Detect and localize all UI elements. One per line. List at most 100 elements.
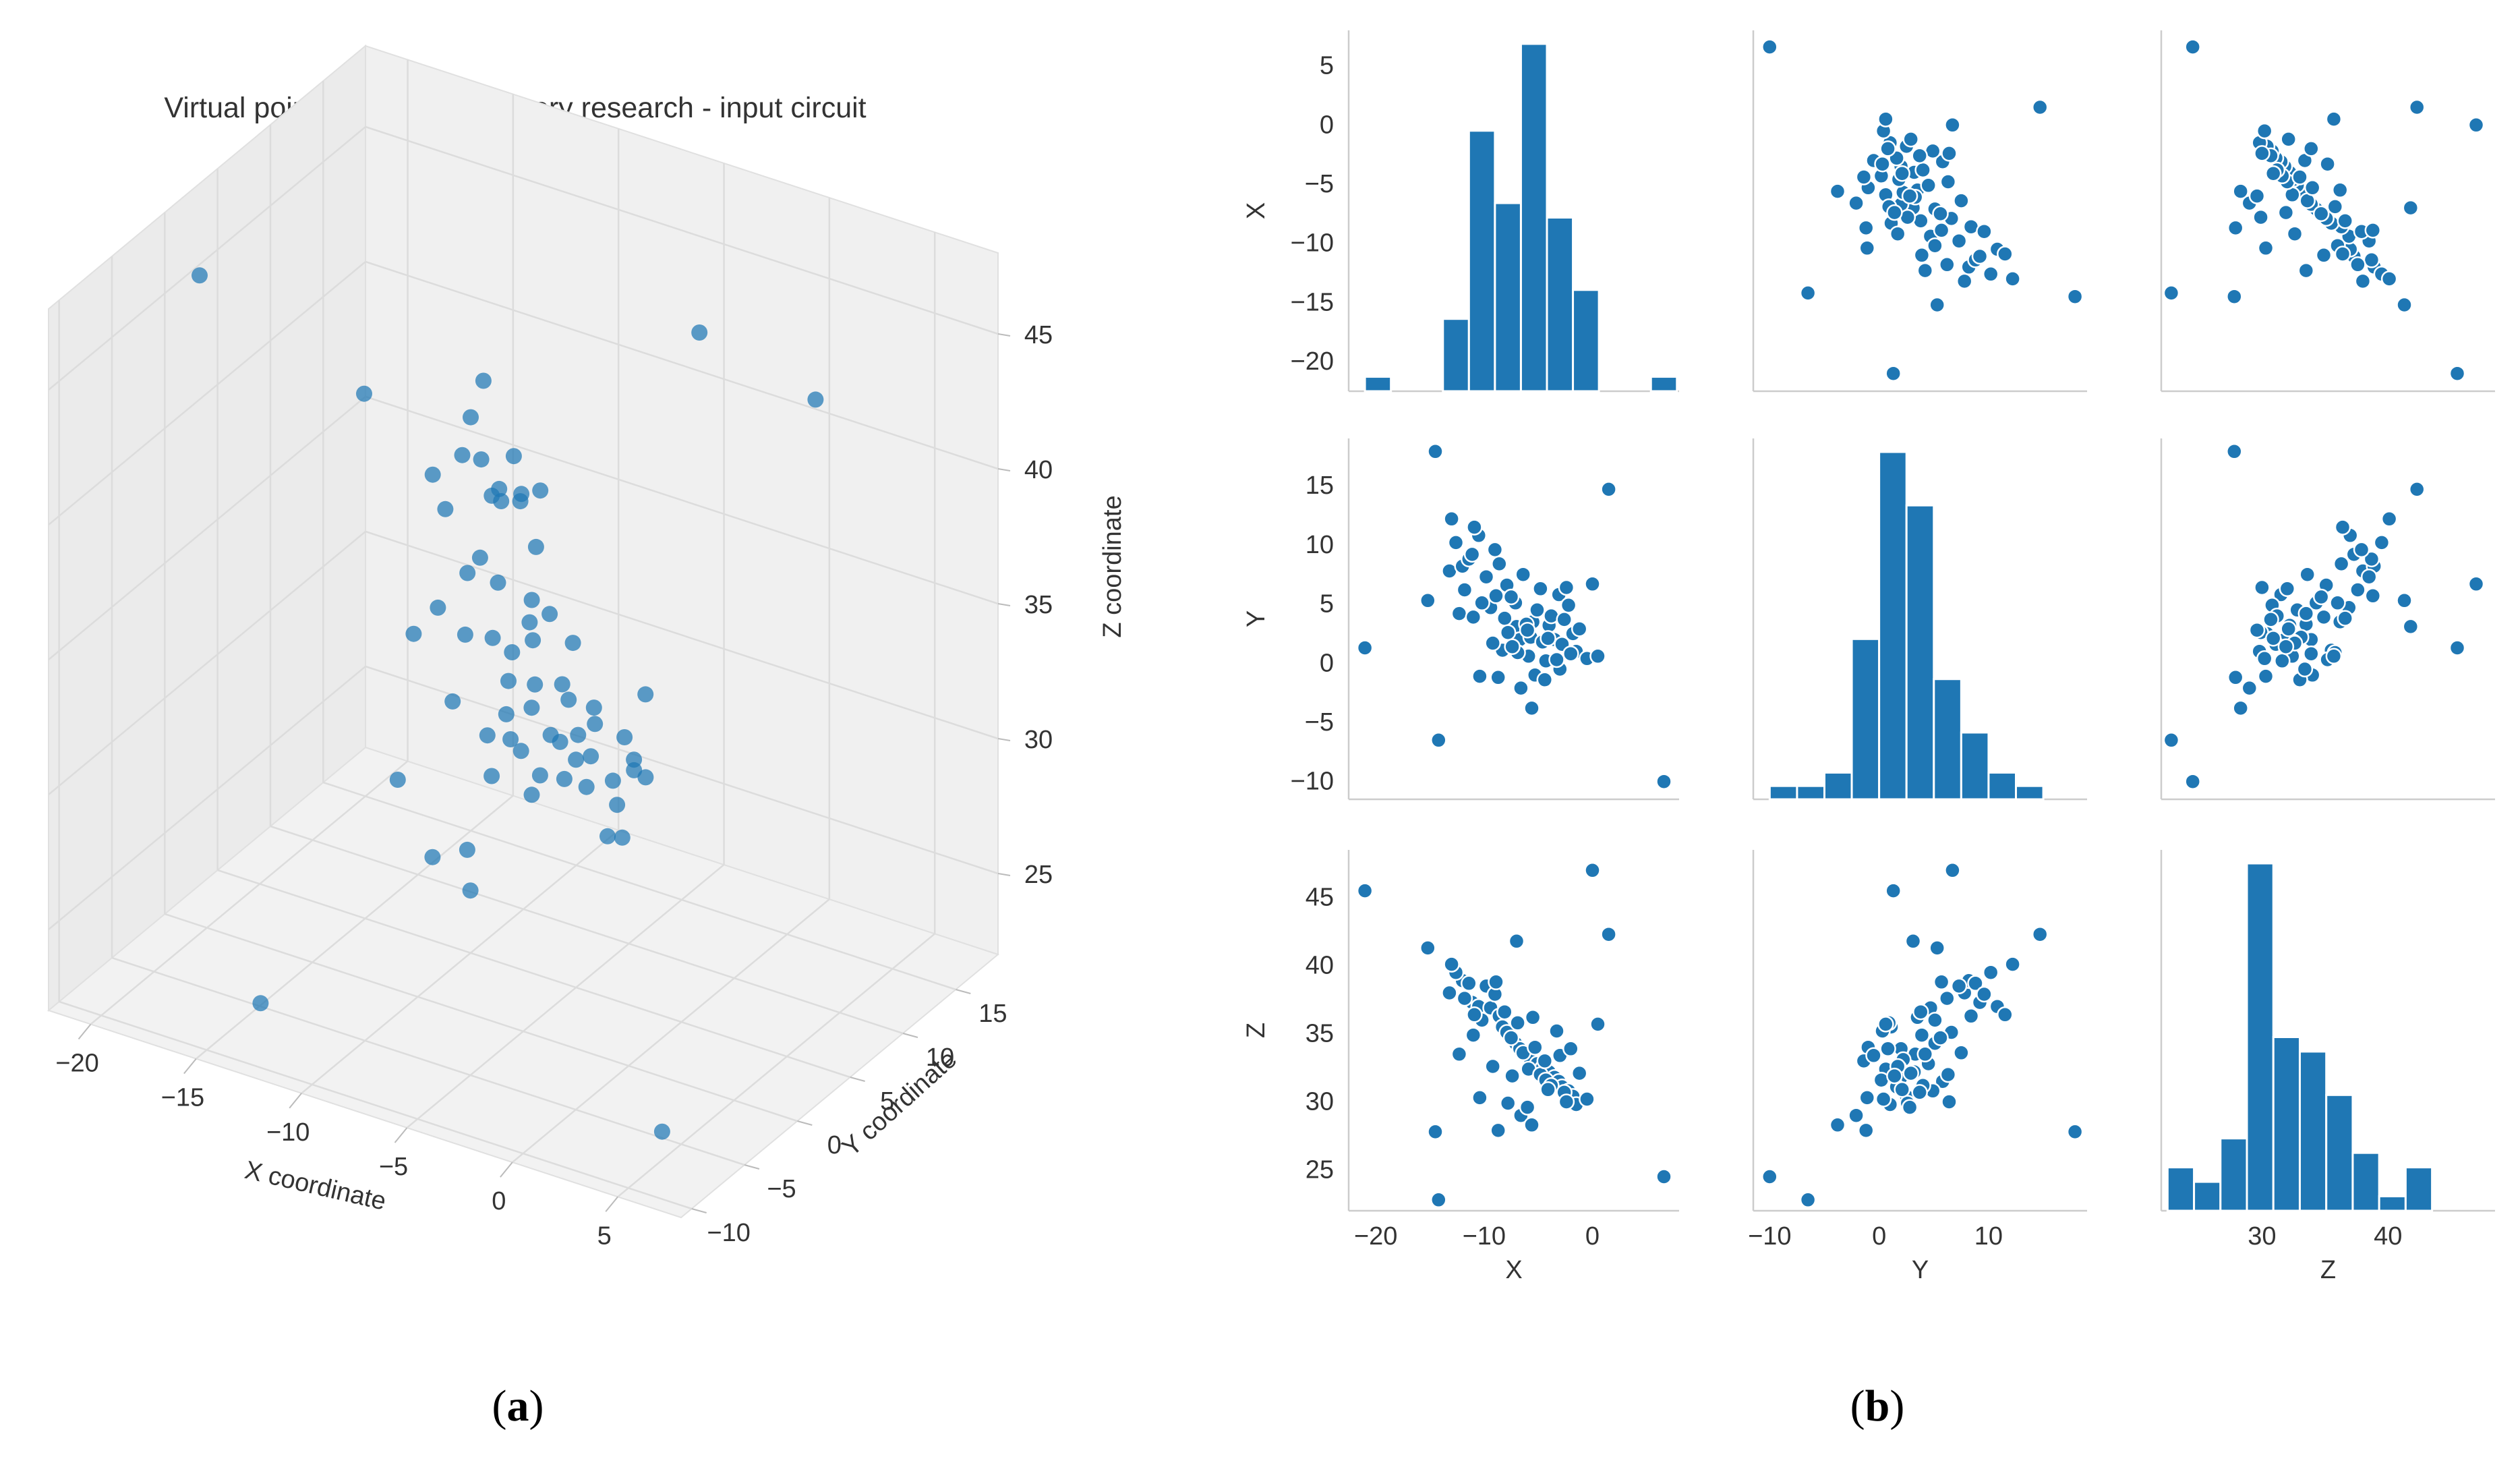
x-tick-mark (394, 1127, 408, 1143)
scatter-point (1901, 1099, 1918, 1116)
pair-cell-X-X: −20 −15 −10 −5 0 5 X (1242, 30, 1679, 393)
scatter-point (1916, 262, 1934, 279)
scatter-point (1484, 1058, 1501, 1075)
scatter-point (1920, 177, 1937, 194)
scatter-point (1443, 511, 1460, 527)
scatter-point (2066, 1123, 2084, 1141)
pair-y-label: Z (1242, 1023, 1270, 1038)
3d-points (192, 267, 824, 1140)
scatter-point (1799, 285, 1817, 302)
pair-cell-X-Z (2160, 30, 2495, 393)
scatter-point (2408, 481, 2426, 498)
scatter-point (1858, 239, 1876, 257)
y-gridline (111, 956, 745, 1166)
scatter-point (1589, 1016, 1606, 1033)
scatter-point (1761, 38, 1778, 55)
histogram-bar (2351, 1151, 2380, 1212)
scatter-point (1502, 588, 1520, 606)
scatter-point (1486, 541, 1504, 558)
scatter-point (1904, 933, 1922, 950)
pair-y-tick: 5 (1320, 590, 1334, 619)
point-3d (389, 772, 406, 788)
scatter-point (2326, 198, 2344, 215)
scatter-point (1939, 256, 1956, 273)
point-3d (616, 729, 633, 745)
scatter-point (1527, 1039, 1544, 1056)
scatter-point (2226, 443, 2243, 460)
point-3d (609, 797, 626, 813)
scatter-point (1933, 973, 1950, 991)
z-gridline (48, 666, 366, 930)
scatter-point (1857, 219, 1875, 237)
histogram-bar (2404, 1166, 2434, 1212)
scatter-point (2303, 140, 2320, 157)
point-3d (502, 731, 519, 747)
scatter-point (1927, 1012, 1943, 1029)
pair-y-tick: 10 (1306, 531, 1334, 559)
point-3d (541, 606, 558, 623)
point-3d (570, 726, 587, 743)
scatter-point (1913, 1027, 1931, 1043)
point-3d (463, 409, 479, 426)
scatter-point (1529, 602, 1546, 619)
scatter-point (1600, 481, 1617, 498)
y-gridline (164, 913, 798, 1122)
scatter-point (1523, 1116, 1540, 1134)
histogram-bar (2246, 862, 2275, 1212)
scatter-point (1886, 1067, 1903, 1085)
point-3d (587, 716, 604, 733)
point-3d (454, 447, 471, 463)
caption-b-close: ) (1889, 1381, 1904, 1431)
pair-x-tick: −10 (1748, 1222, 1791, 1251)
scatter-point (1848, 194, 1865, 212)
pair-x-tick: 0 (1872, 1222, 1886, 1251)
z-gridline (365, 260, 999, 470)
point-3d (491, 480, 508, 497)
y-tick-label: −5 (767, 1175, 796, 1203)
scatter-point (1956, 273, 1973, 290)
point-3d (504, 644, 521, 660)
point-3d (523, 592, 540, 608)
scatter-point (1532, 580, 1549, 598)
scatter-point (1885, 882, 1902, 899)
scatter-point (1589, 648, 1606, 665)
scatter-point (1523, 699, 1540, 717)
scatter-point (1997, 1006, 2014, 1023)
scatter-point (1441, 984, 1458, 1002)
z-tick-label: 45 (1024, 321, 1053, 349)
scatter-point (1536, 1052, 1554, 1070)
point-3d (637, 769, 654, 786)
scatter-point (2408, 98, 2426, 116)
scatter-point (1855, 169, 1873, 185)
scatter-point (1490, 1122, 1506, 1139)
scatter-point (2380, 511, 2398, 527)
scatter-point (1901, 188, 1918, 204)
scatter-point (1894, 1081, 1910, 1098)
scatter-point (2257, 668, 2275, 685)
scatter-point (2066, 288, 2084, 305)
scatter-point (1447, 534, 1465, 551)
pair-y-tick: −5 (1305, 170, 1334, 198)
point-3d (192, 267, 208, 284)
y-tick-mark (850, 1077, 865, 1082)
scatter-point (1912, 1003, 1929, 1021)
scatter-point (2264, 165, 2282, 182)
x-gridline (90, 760, 409, 1025)
x-tick-mark (78, 1023, 92, 1040)
scatter-point (2360, 568, 2378, 585)
histogram-bar (1467, 130, 1496, 393)
pair-cell-Y-Z (2160, 438, 2495, 801)
z-gridline (365, 395, 999, 605)
scatter-point (1484, 635, 1501, 652)
scatter-point (1932, 1029, 1949, 1046)
point-3d (473, 451, 490, 468)
pair-x-tick: 30 (2248, 1222, 2276, 1251)
caption-b-letter: b (1865, 1381, 1890, 1431)
caption-b-open: ( (1850, 1381, 1865, 1431)
histogram-bar (2378, 1195, 2407, 1212)
scatter-point (1894, 165, 1910, 182)
scatter-point (1456, 581, 1473, 598)
scatter-point (1451, 1045, 1468, 1063)
pair-y-tick: 5 (1320, 52, 1334, 80)
panel-b-pairplot: −20 −15 −10 −5 0 5 X −10 −5 0 5 10 15 Y 25 30 35 40 45 Z −20… (1242, 30, 2495, 1284)
